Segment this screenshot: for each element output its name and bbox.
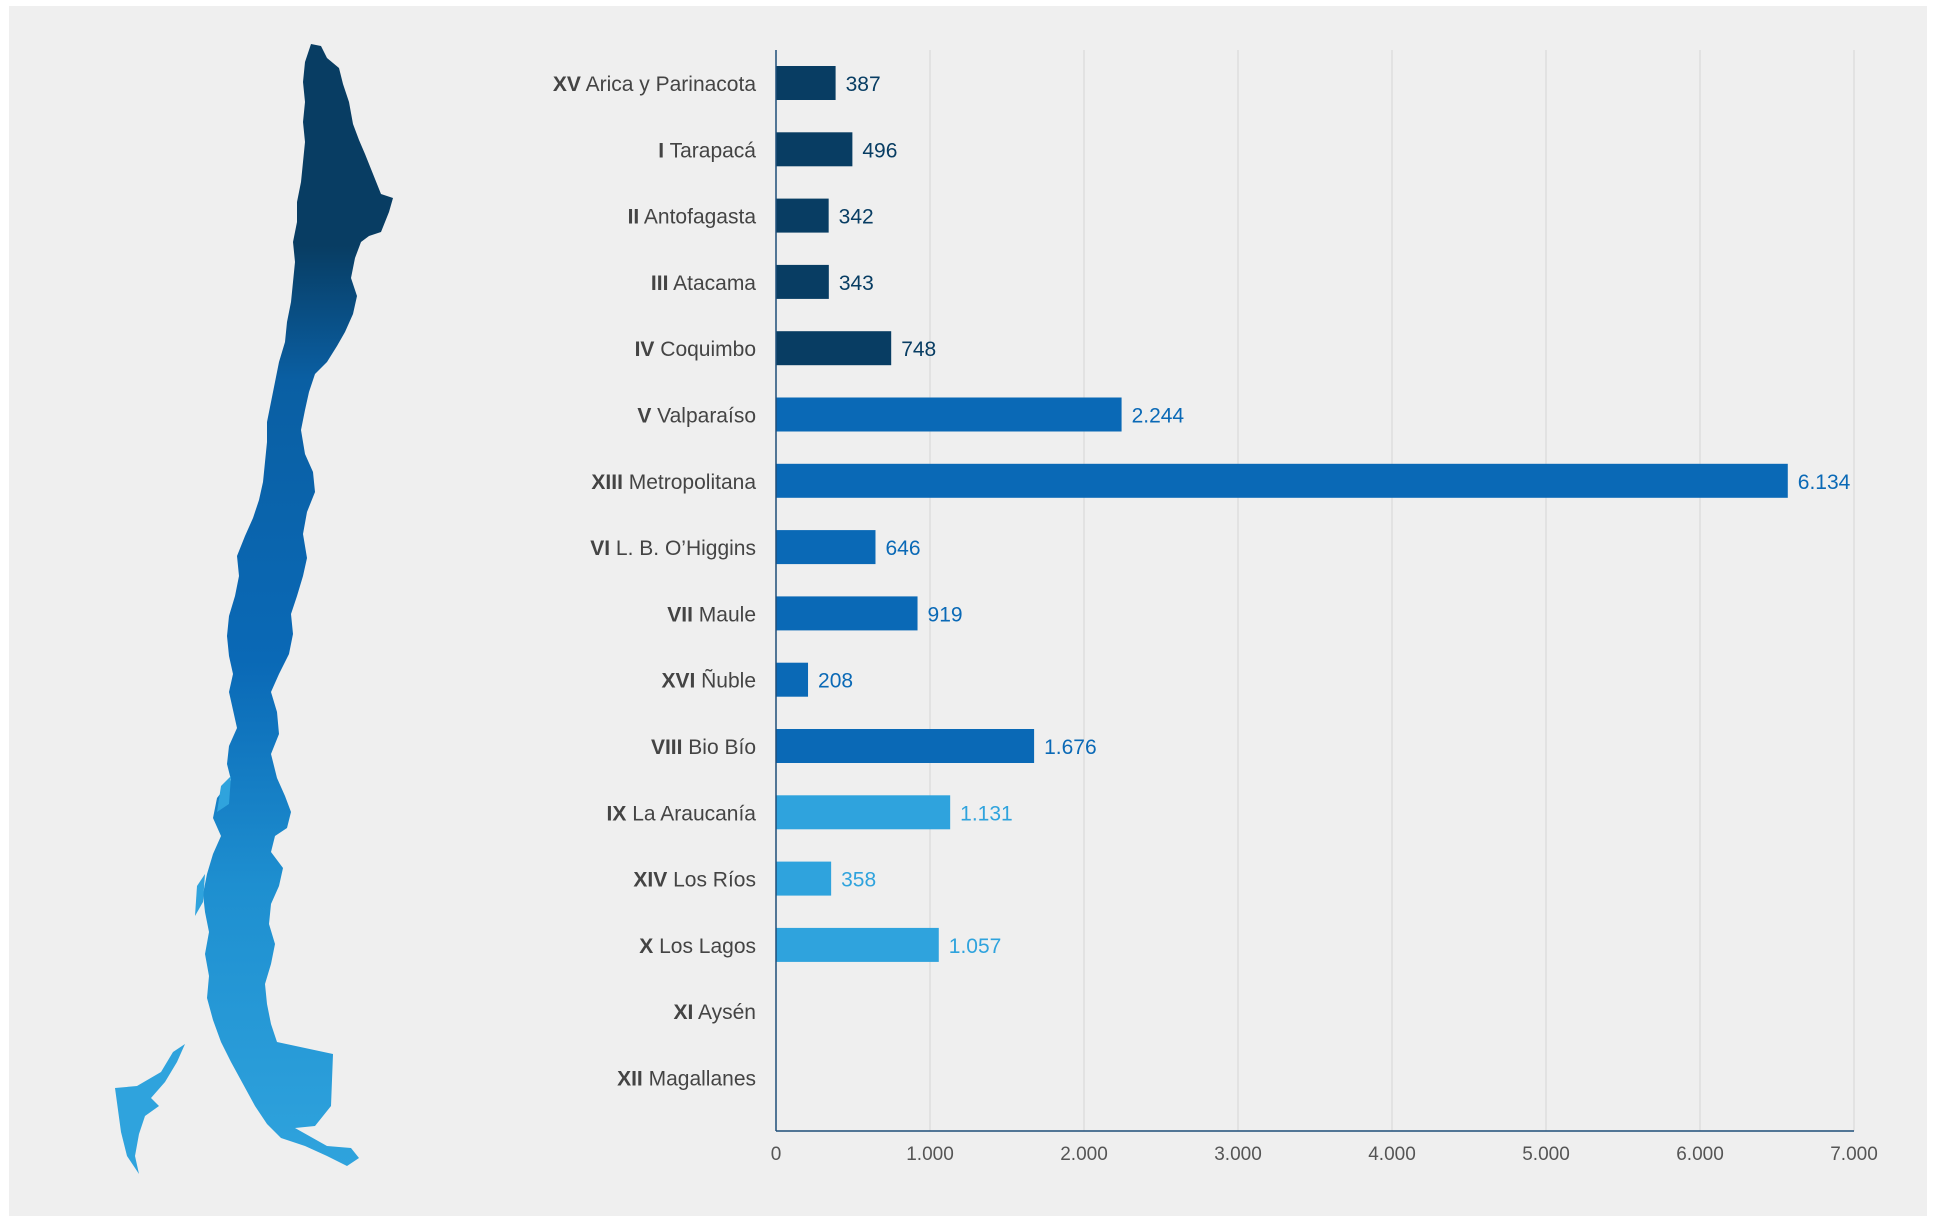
bar — [776, 729, 1035, 763]
category-label: XVI Ñuble — [661, 669, 756, 693]
category-name: Tarapacá — [664, 139, 756, 162]
category-label: VII Maule — [667, 603, 756, 626]
bar — [776, 530, 876, 565]
category-name: Coquimbo — [654, 338, 756, 361]
x-tick-label: 3.000 — [1214, 1144, 1262, 1165]
category-label: VIII Bio Bío — [651, 736, 756, 759]
category-label: I Tarapacá — [658, 139, 756, 162]
category-label: IV Coquimbo — [635, 338, 756, 361]
value-label: 496 — [862, 139, 897, 162]
value-label: 646 — [885, 537, 920, 560]
bar — [776, 662, 809, 697]
category-label: XV Arica y Parinacota — [553, 73, 756, 96]
x-tick-label: 5.000 — [1522, 1144, 1570, 1165]
category-roman: XIII — [591, 471, 623, 494]
category-name: Ñuble — [695, 669, 756, 693]
category-roman: III — [651, 272, 669, 295]
category-roman: V — [637, 405, 651, 428]
bar — [776, 861, 832, 896]
x-tick-label: 4.000 — [1368, 1144, 1416, 1165]
value-label: 1.057 — [949, 935, 1002, 958]
axes — [775, 50, 1854, 1132]
x-tick-label: 6.000 — [1676, 1144, 1724, 1165]
bar — [776, 463, 1788, 498]
x-tick-labels: 0 1.000 2.000 3.000 4.000 5.000 6.000 7.000 — [771, 1144, 1878, 1165]
bars — [776, 66, 1788, 962]
category-roman: XIV — [633, 869, 667, 892]
category-label: II Antofagasta — [628, 206, 757, 229]
value-label: 919 — [928, 603, 963, 626]
value-label: 343 — [839, 272, 874, 295]
bar — [776, 331, 892, 366]
category-name: Bio Bío — [682, 736, 756, 759]
gridlines — [929, 50, 1855, 1131]
category-roman: IV — [635, 338, 655, 361]
bar — [776, 795, 951, 830]
category-name: Los Lagos — [653, 935, 756, 958]
value-label: 387 — [846, 73, 881, 96]
value-label: 1.131 — [960, 802, 1013, 825]
category-label: X Los Lagos — [639, 935, 756, 958]
category-roman: IX — [607, 802, 627, 825]
category-roman: X — [639, 935, 653, 958]
category-label: XIV Los Ríos — [633, 869, 756, 892]
value-label: 6.134 — [1798, 471, 1851, 494]
category-roman: VIII — [651, 736, 683, 759]
category-roman: VI — [590, 537, 610, 560]
value-label: 1.676 — [1044, 736, 1097, 759]
category-roman: I — [658, 139, 664, 162]
category-name: La Araucanía — [626, 802, 756, 825]
category-label: XIII Metropolitana — [591, 471, 756, 494]
value-label: 748 — [901, 338, 936, 361]
chart-frame: XV Arica y Parinacota I Tarapacá II Antofa… — [9, 6, 1927, 1216]
bar — [776, 132, 853, 167]
category-name: Antofagasta — [639, 206, 756, 229]
category-name: Valparaíso — [651, 405, 756, 428]
category-roman: XVI — [661, 670, 695, 693]
value-label: 2.244 — [1132, 405, 1185, 428]
category-name: Arica y Parinacota — [581, 73, 756, 96]
bar — [776, 198, 829, 233]
bar — [776, 397, 1122, 432]
value-label: 208 — [818, 670, 853, 693]
category-label: IX La Araucanía — [607, 802, 757, 825]
category-name: Atacama — [668, 272, 756, 295]
category-name: Metropolitana — [623, 471, 756, 494]
category-roman: VII — [667, 603, 693, 626]
bar — [776, 264, 829, 299]
bar — [776, 596, 918, 631]
category-roman: XII — [617, 1068, 643, 1091]
value-label: 358 — [841, 869, 876, 892]
category-name: L. B. O’Higgins — [610, 537, 756, 560]
category-label: VI L. B. O’Higgins — [590, 537, 756, 560]
category-label: III Atacama — [651, 272, 756, 295]
category-label: XI Aysén — [673, 1001, 756, 1024]
category-name: Maule — [693, 603, 756, 626]
category-name: Aysén — [693, 1001, 756, 1024]
chile-map-icon — [115, 44, 393, 1174]
category-roman: XI — [673, 1001, 693, 1024]
category-label: V Valparaíso — [637, 405, 756, 428]
value-labels: 387 496 342 343 748 2.244 6.134 646 919 208 1.676 1… — [818, 73, 1851, 958]
category-label: XII Magallanes — [617, 1068, 756, 1091]
value-label: 342 — [839, 206, 874, 229]
bar — [776, 927, 939, 962]
x-tick-label: 1.000 — [906, 1144, 954, 1165]
x-tick-label: 2.000 — [1060, 1144, 1108, 1165]
x-tick-label: 0 — [771, 1144, 782, 1165]
bar — [776, 66, 836, 100]
category-name: Los Ríos — [667, 869, 756, 892]
category-roman: XV — [553, 73, 581, 96]
category-roman: II — [628, 206, 640, 229]
category-name: Magallanes — [643, 1068, 756, 1091]
x-tick-label: 7.000 — [1830, 1144, 1878, 1165]
